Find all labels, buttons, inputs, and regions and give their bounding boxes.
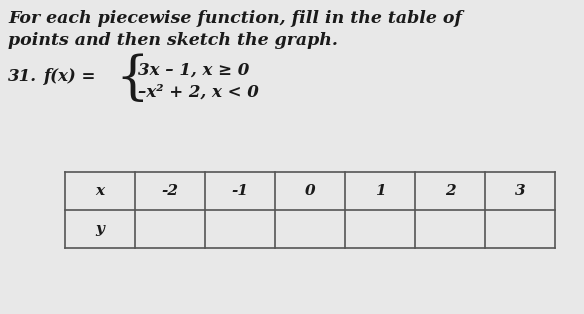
Text: y: y — [96, 222, 105, 236]
Text: 31.: 31. — [8, 68, 37, 85]
Text: x: x — [95, 184, 105, 198]
Text: 2: 2 — [444, 184, 456, 198]
Text: f(x) =: f(x) = — [44, 68, 96, 85]
Text: –x² + 2, x < 0: –x² + 2, x < 0 — [138, 84, 259, 101]
Text: 0: 0 — [305, 184, 315, 198]
Text: points and then sketch the graph.: points and then sketch the graph. — [8, 32, 338, 49]
Text: 1: 1 — [375, 184, 385, 198]
Text: 3: 3 — [515, 184, 526, 198]
Text: -2: -2 — [162, 184, 179, 198]
Text: For each piecewise function, fill in the table of: For each piecewise function, fill in the… — [8, 10, 462, 27]
Text: {: { — [115, 52, 148, 104]
Text: -1: -1 — [231, 184, 249, 198]
Text: 3x – 1, x ≥ 0: 3x – 1, x ≥ 0 — [138, 62, 249, 79]
